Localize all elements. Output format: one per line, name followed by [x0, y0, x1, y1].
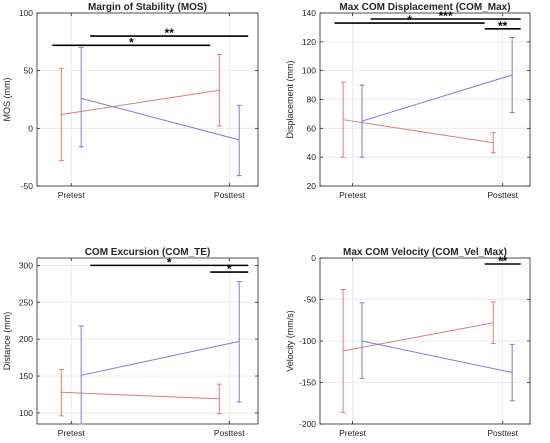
significance-label: **	[165, 26, 175, 40]
axes-box	[36, 257, 259, 425]
x-tick-label: Posttest	[214, 190, 245, 200]
chart-title: Max COM Displacement (COM_Max)	[339, 2, 510, 13]
chart-title: Max COM Velocity (COM_Vel_Max)	[343, 247, 507, 258]
y-tick-label: -50	[21, 181, 34, 191]
x-tick-label: Pretest	[58, 428, 86, 438]
y-tick-label: 300	[19, 260, 33, 270]
chart-panel-4: -200 -150 -100 -50 0 Pretest Posttest Max COM V…	[285, 247, 531, 438]
y-axis-label: Displacement (mm)	[285, 60, 295, 138]
series-line	[361, 74, 513, 122]
y-tick-label: 60	[307, 123, 317, 133]
axes-box	[36, 12, 259, 187]
y-tick-label: 0	[28, 123, 33, 133]
series-line	[343, 119, 494, 144]
significance-label: **	[498, 254, 508, 268]
y-tick-label: 120	[302, 37, 316, 47]
x-tick-label: Posttest	[487, 428, 518, 438]
y-tick-label: -150	[299, 378, 316, 388]
chart-panel-2: 20 40 60 80 100 120 140 Pretest Posttest Max COM …	[285, 2, 531, 200]
y-axis-label: Distance (mm)	[2, 312, 12, 371]
series-line	[343, 322, 494, 352]
series-line	[361, 340, 513, 374]
y-tick-label: 150	[19, 371, 33, 381]
series-line	[81, 340, 240, 376]
significance-label: *	[227, 262, 232, 276]
y-tick-label: 100	[302, 66, 316, 76]
y-tick-label: 0	[311, 253, 316, 263]
y-tick-label: 250	[19, 297, 33, 307]
x-tick-label: Pretest	[339, 190, 367, 200]
series-line	[81, 97, 240, 141]
series-line	[61, 89, 220, 115]
plot-area	[37, 258, 258, 424]
chart-title: COM Excursion (COM_TE)	[85, 247, 211, 258]
y-tick-label: 140	[302, 8, 316, 18]
y-tick-label: 50	[24, 66, 34, 76]
y-tick-label: 20	[307, 181, 317, 191]
y-tick-label: 200	[19, 334, 33, 344]
significance-label: *	[129, 35, 134, 49]
plot-area	[37, 13, 258, 186]
x-tick-label: Posttest	[214, 428, 245, 438]
y-tick-label: 100	[19, 8, 33, 18]
significance-label: ***	[439, 9, 453, 23]
x-tick-label: Pretest	[339, 428, 367, 438]
y-axis-label: MOS (mm)	[2, 78, 12, 122]
x-tick-label: Pretest	[58, 190, 86, 200]
chart-panel-1: -50 0 50 100 Pretest Posttest Margin of Stabil…	[2, 2, 259, 200]
y-axis-label: Velocity (mm/s)	[285, 310, 295, 372]
significance-label: *	[167, 255, 172, 269]
chart-panel-3: 100 150 200 250 300 Pretest Posttest COM Excurs…	[2, 247, 259, 438]
chart-title: Margin of Stability (MOS)	[88, 2, 207, 13]
series-line	[61, 391, 220, 400]
y-tick-label: 40	[307, 152, 317, 162]
significance-label: *	[407, 13, 412, 27]
significance-label: **	[498, 19, 508, 33]
y-tick-label: 100	[19, 408, 33, 418]
y-tick-label: 80	[307, 95, 317, 105]
y-tick-label: -200	[299, 419, 316, 429]
y-tick-label: -100	[299, 336, 316, 346]
y-tick-label: -50	[304, 295, 317, 305]
x-tick-label: Posttest	[487, 190, 518, 200]
